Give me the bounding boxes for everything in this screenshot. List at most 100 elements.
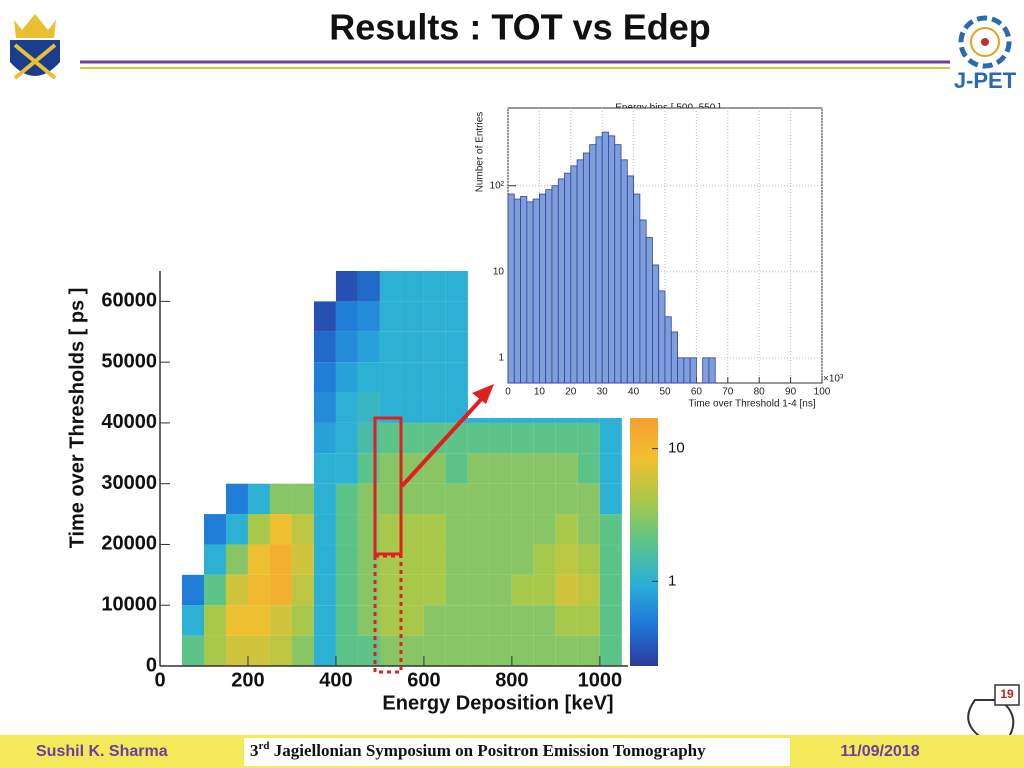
- heatmap-cell: [203, 605, 226, 636]
- heatmap-cell: [379, 514, 402, 545]
- heatmap-chart: Time over Thresholds [ ps ] Energy Depos…: [66, 271, 685, 714]
- heatmap-cell: [423, 574, 446, 606]
- heatmap-cell: [269, 483, 292, 515]
- heatmap-cell: [445, 514, 468, 545]
- heatmap-cell: [445, 331, 468, 363]
- jpet-text: J-PET: [954, 68, 1017, 93]
- heatmap-cell: [335, 635, 358, 666]
- heatmap-cell: [247, 514, 270, 545]
- heatmap-cell: [599, 483, 622, 515]
- heatmap-cell: [511, 483, 534, 515]
- heatmap-cell: [291, 635, 314, 666]
- heatmap-cell: [511, 514, 534, 545]
- heatmap-cell: [577, 483, 600, 515]
- heatmap-cell: [445, 362, 468, 393]
- x-tick-label: 800: [495, 669, 528, 691]
- x-tick-label: 70: [722, 387, 734, 398]
- heatmap-cell: [357, 514, 380, 545]
- heatmap-cell: [423, 635, 446, 666]
- x-tick-label: 200: [231, 669, 264, 691]
- histogram-bar: [645, 237, 653, 384]
- heatmap-cell: [357, 483, 380, 515]
- y-tick-label: 40000: [101, 411, 157, 433]
- y-tick-label: 10000: [101, 594, 157, 616]
- heatmap-cell: [225, 635, 248, 666]
- footer-date: 11/09/2018: [840, 743, 919, 760]
- heatmap-cell: [401, 544, 424, 575]
- histogram-bar: [670, 331, 678, 384]
- x-tick-label: 50: [659, 387, 671, 398]
- colorbar-tick-label: 1: [668, 572, 676, 589]
- heatmap-cell: [467, 605, 490, 636]
- heatmap-cell: [599, 422, 622, 454]
- heatmap-cell: [181, 635, 204, 666]
- heatmap-cell: [533, 422, 556, 454]
- heatmap-cell: [555, 544, 578, 575]
- x-tick-label: 60: [691, 387, 703, 398]
- heatmap-cell: [467, 483, 490, 515]
- y-tick-label: 10: [493, 266, 505, 277]
- heatmap-cell: [357, 392, 380, 423]
- heatmap-cell: [357, 362, 380, 393]
- colorbar-tick-label: 10: [668, 440, 685, 457]
- histogram-bar: [633, 193, 641, 384]
- heatmap-cell: [203, 574, 226, 606]
- histogram-bar: [626, 175, 635, 384]
- histogram-bar: [520, 196, 528, 384]
- heatmap-cell: [467, 635, 490, 666]
- heatmap-cell: [511, 605, 534, 636]
- heatmap-cell: [357, 605, 380, 636]
- heatmap-cell: [357, 301, 380, 332]
- heatmap-cell: [313, 635, 336, 666]
- heatmap-cell: [577, 574, 600, 606]
- heatmap-cell: [489, 605, 512, 636]
- slide-title: Results : TOT vs Edep: [329, 7, 710, 48]
- heatmap-cell: [599, 514, 622, 545]
- heatmap-cell: [225, 544, 248, 575]
- heatmap-cell: [247, 544, 270, 575]
- heatmap-cell: [313, 331, 336, 363]
- heatmap-cell: [291, 483, 314, 515]
- footer-event: 3rd Jagiellonian Symposium on Positron E…: [250, 740, 706, 760]
- heatmap-cell: [379, 544, 402, 575]
- y-tick-label: 1: [498, 352, 504, 363]
- heatmap-cell: [445, 605, 468, 636]
- heatmap-cell: [445, 544, 468, 575]
- heatmap-cell: [247, 605, 270, 636]
- mascot-number: 19: [1000, 687, 1014, 701]
- x-tick-label: 80: [754, 387, 766, 398]
- heatmap-cell: [423, 301, 446, 332]
- heatmap-cell: [313, 605, 336, 636]
- histogram-bar: [551, 185, 559, 384]
- heatmap-cell: [313, 392, 336, 423]
- heatmap-cell: [335, 514, 358, 545]
- heatmap-cell: [533, 605, 556, 636]
- heatmap-cell: [181, 574, 204, 606]
- heatmap-cell: [291, 544, 314, 575]
- heatmap-cell: [577, 453, 600, 484]
- footer-event-box: [244, 738, 790, 766]
- y-tick-label: 60000: [101, 290, 157, 312]
- heatmap-cell: [423, 392, 446, 423]
- x-axis-label: Time over Threshold 1-4 [ns]: [688, 399, 815, 410]
- histogram-bar: [595, 136, 603, 384]
- heatmap-cell: [423, 544, 446, 575]
- heatmap-cell: [401, 331, 424, 363]
- heatmap-cell: [555, 635, 578, 666]
- histogram-bar: [557, 178, 565, 384]
- x-tick-label: 30: [597, 387, 609, 398]
- heatmap-cell: [291, 514, 314, 545]
- heatmap-cell: [599, 635, 622, 666]
- histogram-bar: [702, 357, 710, 384]
- heatmap-cell: [533, 635, 556, 666]
- heatmap-cell: [379, 362, 402, 393]
- heatmap-cell: [467, 514, 490, 545]
- heatmap-cell: [335, 331, 358, 363]
- heatmap-cell: [467, 453, 490, 484]
- heatmap-cell: [423, 514, 446, 545]
- heatmap-cell: [269, 635, 292, 666]
- heatmap-cell: [335, 483, 358, 515]
- heatmap-cell: [313, 422, 336, 454]
- heatmap-cell: [269, 574, 292, 606]
